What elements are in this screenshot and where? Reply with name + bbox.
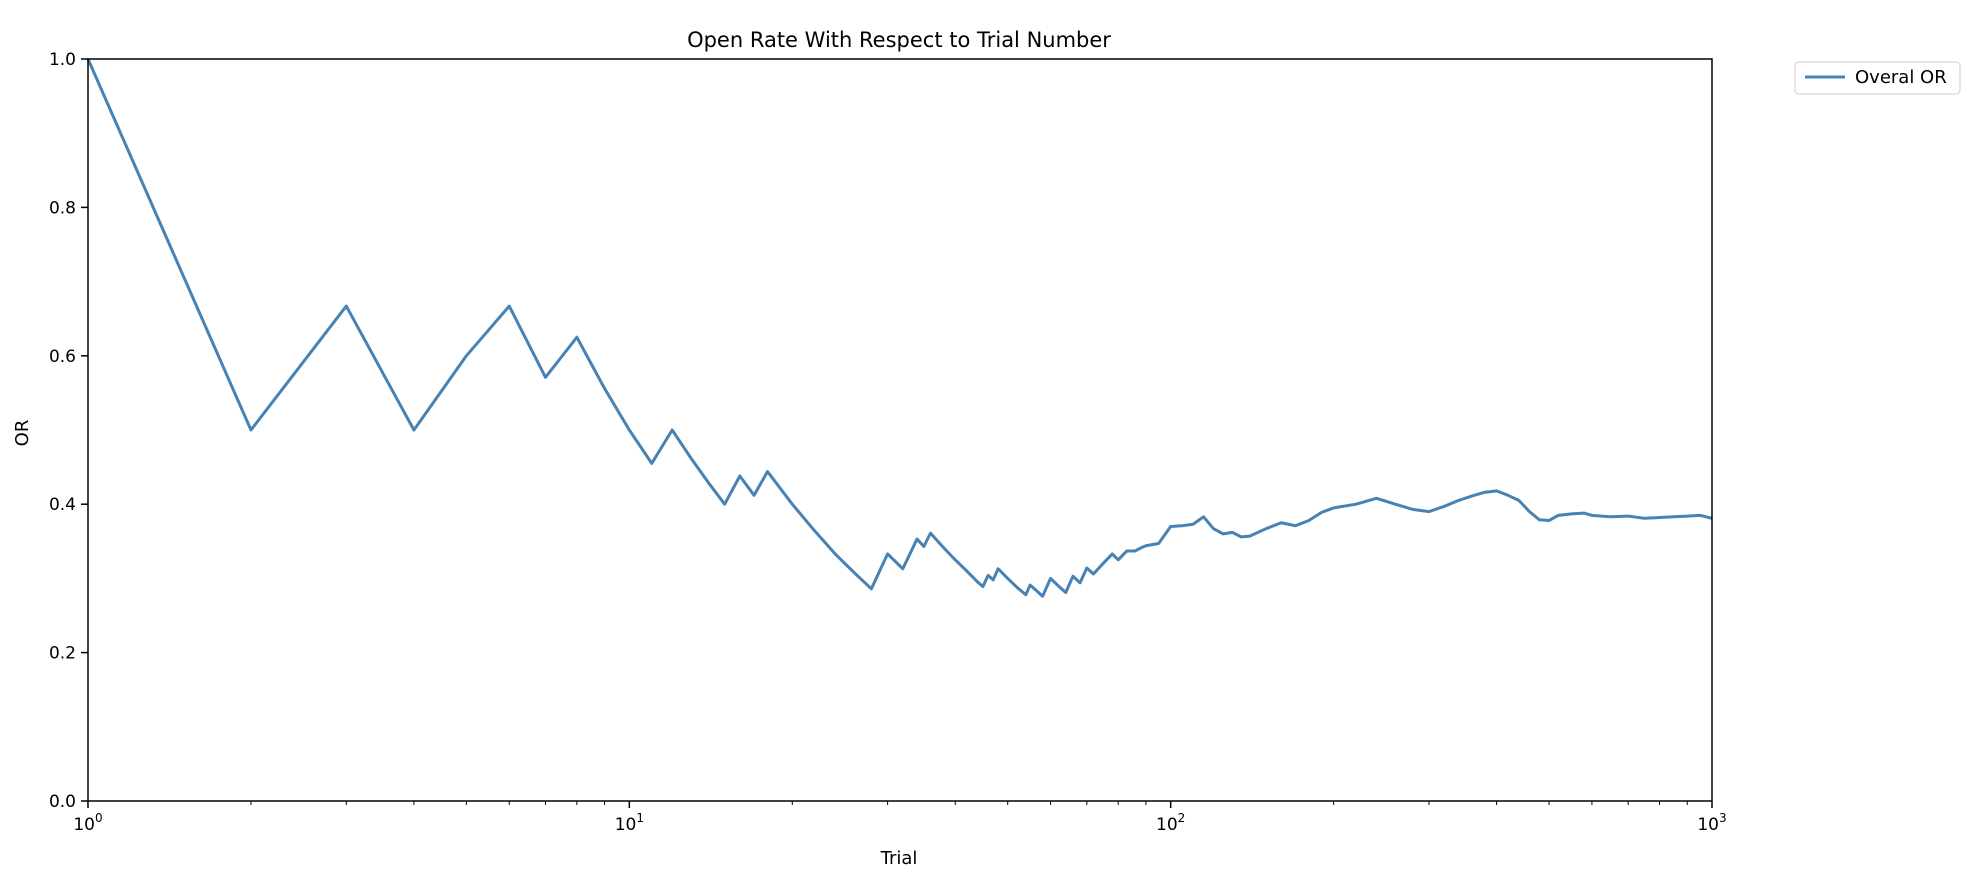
y-tick-label: 0.0 <box>49 792 76 812</box>
legend-frame <box>1794 61 1961 95</box>
y-tick-label: 0.4 <box>49 495 76 515</box>
y-tick-label: 1.0 <box>49 50 76 70</box>
series-line-0 <box>86 58 1713 598</box>
x-tick-label: 101 <box>615 811 644 835</box>
legend: Overal OR <box>1794 61 1961 95</box>
plot-area <box>86 58 1713 802</box>
plot-frame <box>87 58 1713 802</box>
y-tick-label: 0.2 <box>49 644 76 664</box>
x-axis: 100 101 102 103 <box>73 801 1727 835</box>
x-tick-label: 103 <box>1697 811 1726 835</box>
x-axis-label: Trial <box>880 848 918 869</box>
x-tick-label: 102 <box>1156 811 1185 835</box>
chart-title: Open Rate With Respect to Trial Number <box>687 28 1111 52</box>
y-axis: 0.0 0.2 0.4 0.6 0.8 1.0 <box>49 50 88 812</box>
y-axis-label: OR <box>12 420 33 447</box>
x-tick-label: 100 <box>73 811 102 835</box>
y-tick-label: 0.8 <box>49 198 76 218</box>
legend-label: Overal OR <box>1855 67 1947 88</box>
y-tick-label: 0.6 <box>49 347 76 367</box>
